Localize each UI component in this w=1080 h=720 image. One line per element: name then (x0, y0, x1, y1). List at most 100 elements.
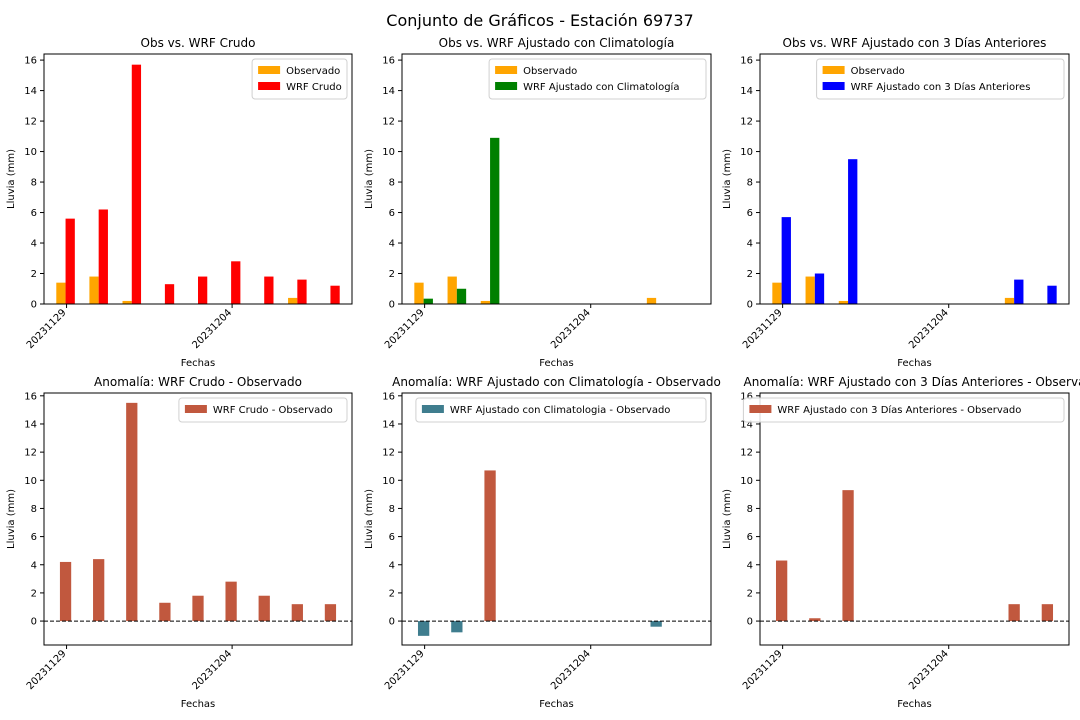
y-tick-label: 6 (31, 208, 37, 219)
bar-observado (122, 300, 132, 304)
y-tick-label: 8 (747, 178, 753, 189)
anomaly-bar (192, 595, 204, 622)
chart-panel: Anomalía: WRF Crudo - Observado 0 2 4 6 8 10 12… (6, 375, 353, 710)
legend-box (178, 397, 348, 423)
anomaly-bar (59, 561, 72, 622)
y-tick-label: 10 (382, 147, 395, 158)
bars-group (56, 64, 340, 304)
chart-title: Anomalía: WRF Ajustado con 3 Días Anteri… (744, 375, 1080, 389)
y-tick-label: 4 (747, 560, 753, 571)
bar-wrf-ajustado-con-3-d-as-anteriores (1014, 279, 1024, 304)
legend-swatch (421, 405, 444, 413)
y-axis-label: Lluvia (mm) (6, 149, 17, 209)
y-tick-label: 10 (740, 147, 753, 158)
y-tick-label: 16 (24, 391, 37, 402)
legend-label: Observado (286, 66, 340, 77)
chart-title: Obs vs. WRF Ajustado con Climatología (439, 36, 675, 50)
legend-label: WRF Ajustado con Climatologia - Observad… (450, 405, 671, 416)
legend-box (251, 58, 348, 100)
bar-wrf-ajustado-con-climatolog-a (423, 298, 433, 304)
chart-title: Anomalía: WRF Crudo - Observado (94, 375, 302, 389)
bars-group (59, 402, 337, 622)
legend: WRF Ajustado con Climatologia - Observad… (415, 397, 707, 423)
bar-observado (480, 300, 491, 304)
y-tick-label: 10 (740, 476, 753, 487)
y-tick-label: 10 (24, 147, 37, 158)
bar-wrf-ajustado-con-3-d-as-anteriores (1047, 285, 1057, 304)
y-tick-label: 4 (31, 560, 37, 571)
bar-observado (805, 276, 815, 304)
y-axis-label: Lluvia (mm) (364, 149, 375, 209)
y-tick-label: 8 (31, 178, 37, 189)
y-tick-label: 2 (31, 588, 37, 599)
bar-observado (288, 297, 298, 304)
y-axis-label: Lluvia (mm) (364, 489, 375, 549)
y-tick-label: 2 (747, 588, 753, 599)
anomaly-bar (93, 559, 105, 622)
y-axis-label: Lluvia (mm) (6, 489, 17, 549)
chart-panel: Anomalía: WRF Ajustado con 3 Días Anteri… (722, 375, 1080, 710)
bar-wrf-ajustado-con-3-d-as-anteriores (814, 273, 825, 304)
bars-group (775, 490, 1054, 622)
bar-observado (414, 282, 424, 304)
legend: WRF Crudo - Observado (178, 397, 348, 423)
anomaly-bar (126, 402, 138, 622)
bar-observado (89, 276, 99, 304)
x-tick-label: 20231129 (383, 648, 427, 692)
legend: Observado WRF Ajustado con 3 Días Anterio… (816, 58, 1065, 100)
bars-group (414, 137, 657, 304)
plot-frame (759, 53, 1070, 305)
x-tick-label: 20231129 (741, 307, 785, 351)
y-axis-label: Lluvia (mm) (722, 149, 733, 209)
plot-frame (401, 392, 712, 646)
legend-box (415, 397, 707, 423)
y-tick-label: 8 (31, 504, 37, 515)
y-tick-label: 14 (382, 86, 395, 97)
bar-wrf-crudo (231, 261, 241, 304)
y-tick-label: 16 (740, 391, 753, 402)
legend-swatch (822, 66, 845, 74)
anomaly-bar (809, 618, 821, 622)
y-tick-label: 14 (740, 86, 753, 97)
bar-observado (838, 300, 849, 304)
legend: Observado WRF Crudo (251, 58, 348, 100)
y-tick-label: 4 (389, 560, 395, 571)
y-tick-label: 14 (382, 419, 395, 430)
legend-box (816, 58, 1065, 100)
x-axis-label: Fechas (539, 699, 574, 710)
y-tick-label: 16 (24, 56, 37, 67)
legend-swatch (258, 66, 281, 74)
y-tick-label: 12 (382, 117, 395, 128)
legend: Observado WRF Ajustado con Climatología (488, 58, 707, 100)
x-axis-label: Fechas (539, 358, 574, 369)
bar-wrf-crudo (131, 64, 142, 304)
x-tick-label: 20231129 (25, 648, 69, 692)
y-tick-label: 0 (389, 300, 395, 311)
legend: WRF Ajustado con 3 Días Anteriores - Obs… (742, 397, 1065, 423)
anomaly-bar (417, 621, 430, 636)
bars-group (772, 159, 1057, 304)
x-tick-label: 20231204 (907, 648, 951, 692)
y-tick-label: 14 (740, 419, 753, 430)
y-tick-label: 6 (389, 532, 395, 543)
legend-swatch (258, 82, 281, 90)
x-axis-label: Fechas (897, 358, 932, 369)
bar-observado (447, 276, 457, 304)
legend-swatch (822, 82, 845, 90)
x-tick-label: 20231129 (741, 648, 785, 692)
y-tick-label: 14 (24, 86, 37, 97)
y-tick-label: 12 (24, 448, 37, 459)
y-tick-label: 6 (389, 208, 395, 219)
y-tick-label: 0 (747, 617, 753, 628)
y-tick-label: 0 (389, 617, 395, 628)
bar-wrf-crudo (264, 276, 274, 304)
plot-frame (43, 392, 353, 646)
anomaly-bar (484, 470, 496, 622)
anomaly-bar (775, 560, 788, 622)
y-tick-label: 12 (382, 448, 395, 459)
bar-observado (56, 282, 66, 304)
y-tick-label: 10 (24, 476, 37, 487)
y-tick-label: 4 (389, 239, 395, 250)
anomaly-bar (1041, 604, 1054, 622)
